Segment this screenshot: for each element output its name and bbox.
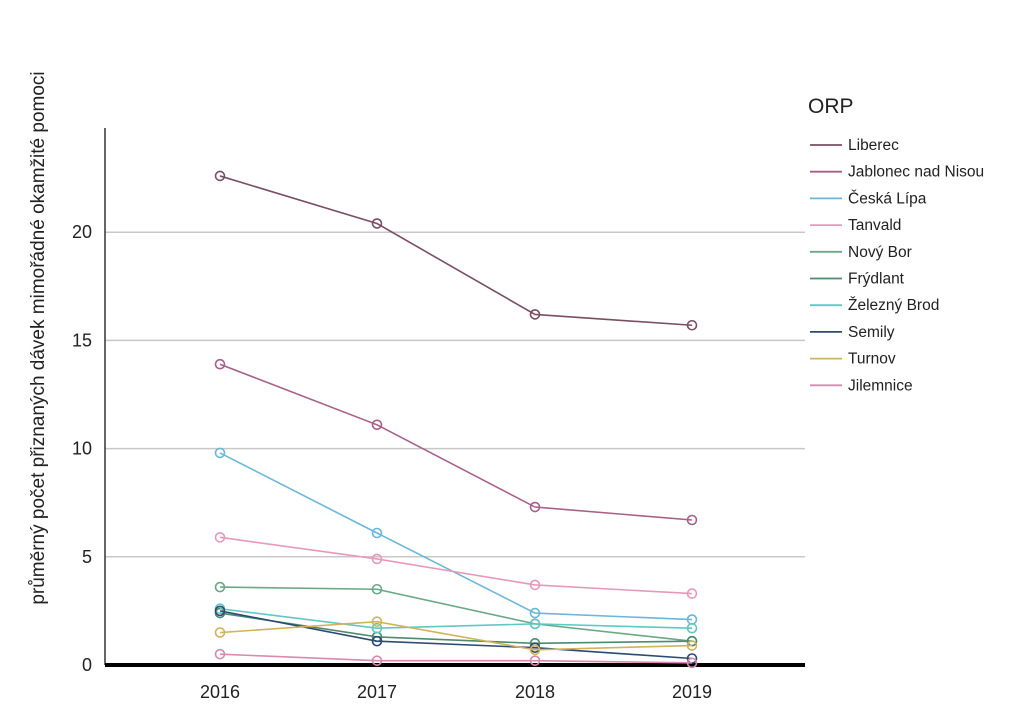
series-line	[219, 653, 693, 664]
data-point	[214, 581, 226, 593]
legend-item: Jilemnice	[810, 377, 913, 394]
legend-item: Nový Bor	[810, 244, 912, 261]
y-tick-label: 0	[82, 655, 92, 675]
legend-item: Česká Lípa	[810, 190, 927, 207]
data-point	[214, 447, 226, 459]
legend-items: Liberec Jablonec nad Nisou Česká Lípa Tanva…	[810, 137, 984, 394]
data-point	[371, 218, 383, 229]
data-point	[371, 622, 383, 634]
data-point	[371, 419, 383, 431]
legend-item: Tanvald	[810, 217, 901, 234]
legend-item: Semily	[810, 324, 895, 341]
gridlines	[105, 231, 805, 558]
data-point	[371, 527, 383, 539]
series-Česká Lípa	[214, 447, 698, 625]
legend-title: ORP	[808, 95, 854, 118]
data-point	[214, 605, 226, 617]
legend-item: Železný Brod	[810, 297, 939, 314]
series-Jilemnice	[214, 648, 698, 669]
legend-item: Turnov	[810, 351, 896, 368]
series-line	[219, 612, 693, 645]
legend-item: Jablonec nad Nisou	[810, 164, 984, 181]
data-point	[686, 514, 698, 526]
legend-label: Jablonec nad Nisou	[848, 164, 984, 181]
data-point	[371, 553, 383, 565]
x-axis: 2016 2017 2018 2019	[105, 663, 805, 702]
data-point	[686, 588, 698, 599]
x-tick-label: 2017	[357, 682, 397, 702]
legend-label: Nový Bor	[848, 244, 912, 261]
legend-label: Liberec	[848, 137, 899, 154]
series-line	[219, 586, 693, 642]
data-point	[686, 640, 698, 651]
data-point	[214, 170, 226, 182]
data-point	[686, 653, 698, 664]
legend-label: Semily	[848, 324, 895, 341]
x-tick-label: 2018	[515, 682, 555, 702]
data-point	[686, 657, 698, 669]
series-Turnov	[214, 616, 698, 656]
y-axis-label: průměrný počet přiznaných dávek mimořádn…	[28, 71, 49, 604]
data-point	[371, 583, 383, 595]
series-Jablonec nad Nisou	[214, 358, 698, 526]
data-point	[529, 618, 541, 630]
data-point	[371, 635, 383, 647]
data-point	[371, 655, 383, 666]
data-point	[686, 319, 698, 331]
series-line	[219, 363, 693, 521]
data-point	[529, 644, 541, 656]
data-point	[529, 309, 541, 320]
y-tick-label: 10	[72, 439, 92, 459]
data-point	[371, 616, 383, 628]
legend-label: Tanvald	[848, 217, 901, 234]
series-line	[219, 610, 693, 660]
y-tick-label: 5	[82, 547, 92, 567]
x-tick-label: 2019	[672, 682, 712, 702]
legend-item: Liberec	[810, 137, 899, 154]
series-line	[219, 175, 693, 327]
data-point	[529, 607, 541, 619]
series-line	[219, 607, 693, 630]
data-point	[214, 627, 226, 638]
data-point	[214, 532, 226, 543]
series-Tanvald	[214, 532, 698, 599]
y-axis: 0 5 10 15 20	[72, 128, 106, 675]
legend-item: Frýdlant	[810, 271, 905, 288]
x-tick-label: 2016	[200, 682, 240, 702]
data-point	[529, 501, 541, 513]
data-point	[214, 648, 226, 660]
legend-label: Frýdlant	[848, 271, 905, 288]
y-tick-label: 15	[72, 330, 92, 350]
legend-label: Turnov	[848, 351, 896, 368]
legend-label: Jilemnice	[848, 377, 913, 394]
legend: ORP Liberec Jablonec nad Nisou Česká Lípa T…	[808, 95, 984, 394]
y-tick-label: 20	[72, 222, 92, 242]
series-Liberec	[214, 170, 698, 331]
series-lines	[214, 170, 698, 669]
legend-label: Česká Lípa	[848, 190, 927, 207]
series-line	[219, 452, 693, 621]
legend-label: Železný Brod	[848, 297, 939, 314]
data-point	[529, 655, 541, 666]
series-Železný Brod	[214, 603, 698, 634]
data-point	[686, 622, 698, 634]
series-line	[219, 536, 693, 595]
data-point	[214, 358, 226, 370]
series-Semily	[214, 605, 698, 664]
series-line	[219, 620, 693, 651]
data-point	[529, 579, 541, 591]
